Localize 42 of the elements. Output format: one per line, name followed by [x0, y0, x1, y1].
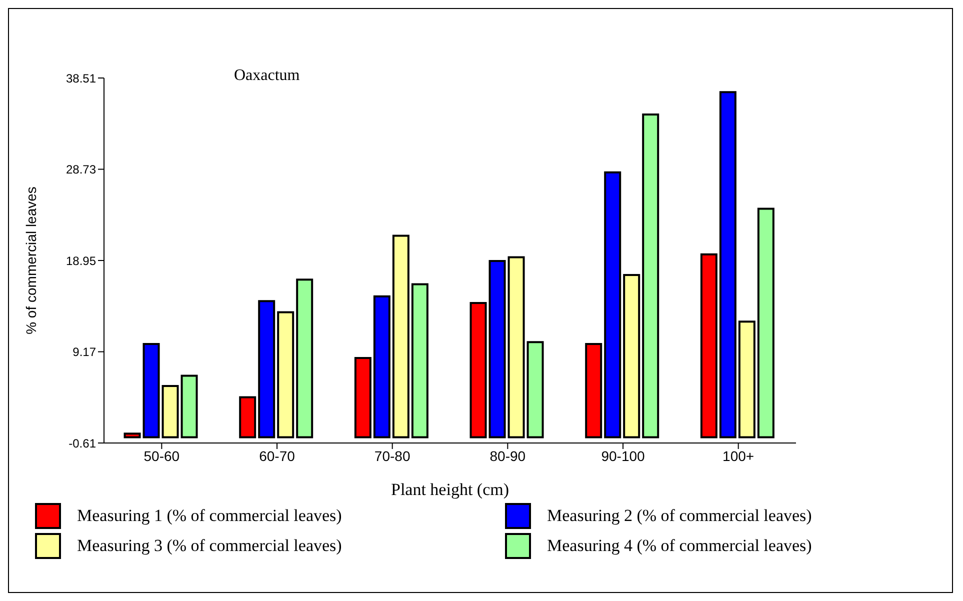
x-tick-label: 100+: [722, 448, 754, 464]
chart-title: Oaxactum: [234, 67, 300, 85]
x-tick-label: 70-80: [374, 448, 410, 464]
x-tick-label: 90-100: [601, 448, 646, 464]
bar: [411, 283, 428, 438]
bar: [142, 343, 160, 438]
bar: [258, 300, 276, 438]
bar: [585, 343, 602, 438]
bar: [642, 113, 660, 438]
x-tick-label: 80-90: [490, 448, 526, 464]
legend-label: Measuring 3 (% of commercial leaves): [77, 536, 342, 556]
y-tick-label: -0.61: [68, 436, 96, 450]
bar: [277, 311, 294, 438]
x-tick-label: 50-60: [144, 448, 180, 464]
y-tick-label: 28.73: [66, 162, 96, 177]
bar: [373, 295, 390, 438]
bar: [757, 208, 774, 438]
legend-label: Measuring 4 (% of commercial leaves): [547, 536, 812, 556]
bar: [239, 396, 256, 438]
legend-label: Measuring 2 (% of commercial leaves): [547, 506, 812, 526]
bar: [162, 384, 179, 438]
bar: [508, 256, 525, 438]
legend-label: Measuring 1 (% of commercial leaves): [77, 506, 342, 526]
y-tick-label: 9.17: [72, 345, 96, 360]
bar: [296, 278, 314, 438]
bar: [700, 253, 718, 438]
y-axis-title: % of commercial leaves: [22, 186, 39, 334]
bar: [354, 357, 372, 438]
bar: [488, 260, 506, 438]
bar: [526, 341, 544, 438]
bar: [604, 171, 622, 438]
bar: [470, 302, 487, 438]
bar: [719, 91, 736, 438]
x-tick-label: 60-70: [259, 448, 296, 464]
y-tick-label: 18.95: [66, 254, 96, 268]
bar: [180, 374, 198, 438]
bar: [124, 432, 141, 438]
x-axis-title: Plant height (cm): [390, 480, 510, 499]
bar: [623, 274, 640, 438]
y-tick-label: 38.51: [66, 71, 96, 86]
bar: [392, 234, 410, 438]
bar: [738, 320, 756, 438]
